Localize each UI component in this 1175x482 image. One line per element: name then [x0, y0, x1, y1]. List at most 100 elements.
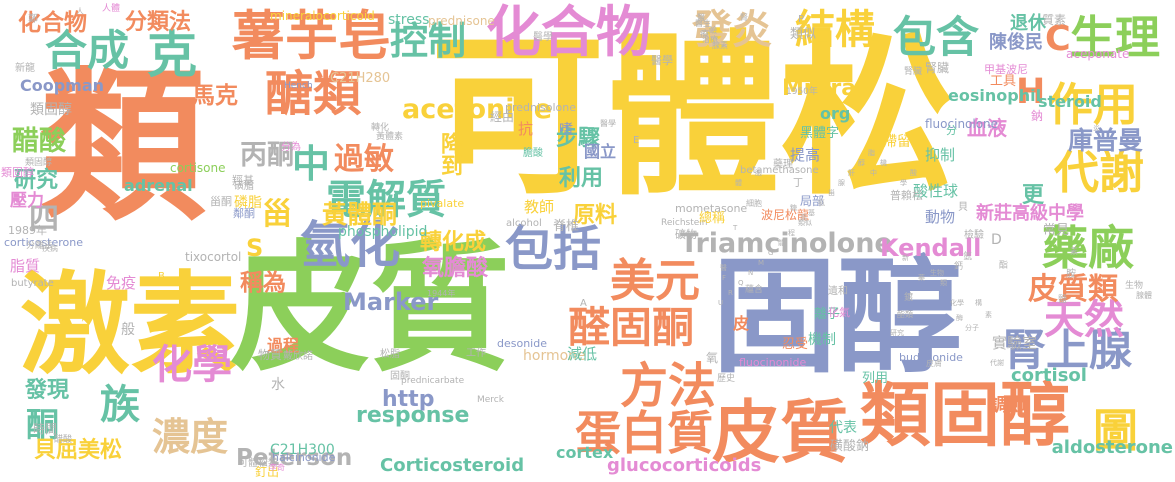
word-178: 腎臟 — [904, 67, 923, 77]
word-123: 教師 — [524, 198, 555, 216]
word-138: 磺酸鈉 — [830, 439, 870, 454]
word-170: 鄭 — [28, 14, 38, 25]
word-237: 酸 — [910, 169, 917, 177]
word-96: halcinonide — [272, 451, 336, 464]
word-118: 國立 — [584, 142, 617, 161]
word-124: 脊椎 — [553, 219, 580, 234]
word-104: Reichstein — [661, 218, 708, 228]
word-204: 分離法 — [26, 241, 54, 251]
word-224: 研究 — [890, 329, 904, 337]
word-14: 代謝 — [1054, 146, 1145, 199]
word-70: 陳俊民 — [989, 32, 1043, 53]
word-94: desonide — [497, 337, 547, 350]
word-135: 實驗室 — [992, 334, 1038, 352]
word-136: 列用 — [862, 371, 889, 386]
word-198: 鹽 — [1058, 295, 1068, 305]
word-190: 醋酸 — [54, 435, 73, 445]
word-3: 類 — [40, 51, 205, 243]
word-227: 炎 — [1093, 124, 1100, 132]
word-254: R — [728, 289, 733, 297]
word-5: 類固醇 — [860, 374, 1070, 456]
word-191: 丁 — [793, 178, 803, 189]
word-52: Kendall — [880, 234, 982, 262]
word-64: S — [246, 234, 264, 262]
word-151: 藥理 — [773, 159, 793, 170]
word-194: 鈣 — [954, 262, 964, 272]
word-216: 胞 — [755, 169, 762, 177]
word-208: 腺素 — [712, 41, 728, 50]
word-160: 氧 — [706, 351, 719, 365]
word-203: 人體 — [102, 4, 121, 14]
word-77: cortex — [556, 443, 614, 462]
word-182: 蘊含 — [745, 285, 764, 295]
word-58: 降到 — [437, 132, 462, 176]
word-38: C — [1045, 19, 1071, 59]
word-154: 可體松類 — [238, 458, 278, 469]
word-30: 中 — [292, 142, 331, 186]
word-61: 貝屈美松 — [34, 438, 123, 463]
word-139: 忍受 — [782, 337, 809, 352]
word-27: 發炎 — [692, 7, 772, 53]
word-180: 松脂 — [380, 349, 400, 360]
word-78: C21H300 — [270, 442, 335, 458]
word-86: stress — [388, 12, 430, 28]
word-233: 分子 — [965, 324, 979, 332]
word-88: mineralocorticoid — [270, 9, 375, 23]
word-10: 氫化 — [300, 216, 400, 274]
word-193: 氫 — [963, 252, 973, 262]
word-32: 化學 — [152, 342, 232, 388]
word-235: 素 — [985, 311, 992, 319]
word-8: 薯芋皂 — [232, 6, 391, 67]
word-46: 氧膽酸 — [422, 256, 489, 281]
word-244: 甾 — [828, 189, 835, 197]
word-75: glucocorticoids — [607, 455, 762, 476]
word-35: 皮質類 — [1028, 272, 1118, 307]
word-242: 肝 — [848, 169, 855, 177]
word-166: E — [633, 135, 640, 146]
word-184: 羥基 — [232, 174, 254, 187]
word-186: 分為 — [281, 142, 301, 153]
word-126: 皮 — [733, 314, 750, 333]
word-39: 醋酸 — [12, 126, 66, 157]
word-117: 嗜 — [559, 122, 573, 138]
word-185: 磺脂 — [234, 181, 254, 192]
word-196: 鍍 — [904, 293, 914, 303]
word-221: 代謝 — [990, 359, 1004, 367]
word-15: 藥廠 — [1042, 221, 1134, 275]
word-195: 酯 — [999, 261, 1009, 271]
word-187: 戴欣諾 — [283, 351, 313, 362]
word-11: 合成 — [45, 26, 130, 75]
word-222: 糖 — [790, 204, 797, 212]
word-228: 藥 — [918, 274, 925, 282]
word-93: tixocortol — [185, 250, 242, 264]
word-174: 黃體素 — [376, 132, 404, 142]
word-42: 過敏 — [334, 142, 394, 177]
word-97: aceponate — [1066, 47, 1130, 61]
word-128: 提高 — [790, 146, 821, 164]
word-110: 壓力 — [10, 191, 44, 211]
word-95: budesonide — [899, 351, 963, 364]
word-215: 細胞 — [746, 199, 762, 208]
word-1: 皮質 — [230, 228, 511, 391]
word-47: 稱為 — [240, 270, 286, 296]
word-172: 轉化 — [371, 123, 390, 133]
word-250: G — [768, 249, 774, 257]
word-127: 黑體字 — [800, 126, 840, 141]
word-116: 物質 — [258, 348, 283, 362]
word-74: aldosterone — [1051, 437, 1173, 458]
word-6: 皮質 — [712, 394, 849, 473]
word-41: 分類法 — [125, 10, 192, 35]
word-145: 普賴松 — [890, 189, 923, 202]
word-112: 脂質 — [10, 257, 41, 275]
word-76: Corticosteroid — [380, 455, 525, 476]
word-111: 1989年 — [8, 224, 47, 237]
word-249: 能 — [778, 239, 785, 247]
word-115: 過程 — [267, 336, 300, 355]
word-19: 蛋白質 — [575, 406, 713, 460]
word-168: 水 — [271, 377, 285, 393]
word-109: 類固醇 — [30, 102, 72, 118]
word-130: 酸性球 — [913, 182, 959, 200]
word-134: 機制 — [808, 332, 836, 348]
word-0: 可體松 — [430, 16, 955, 219]
word-223: 高 — [800, 214, 807, 222]
